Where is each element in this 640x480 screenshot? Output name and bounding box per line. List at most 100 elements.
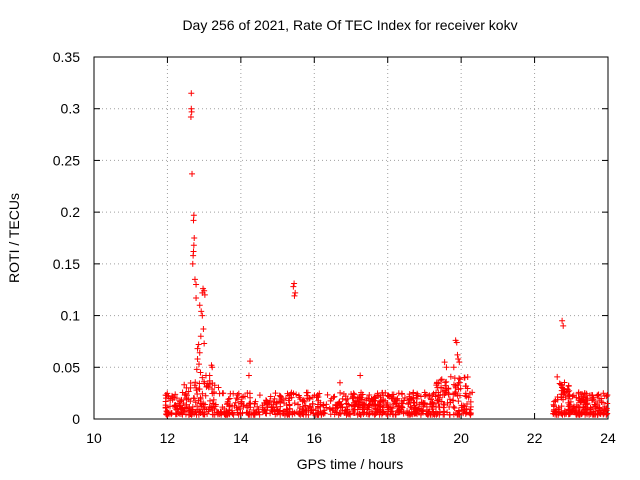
data-point — [251, 411, 258, 418]
data-point — [441, 401, 448, 408]
data-point — [256, 392, 263, 399]
data-point — [190, 395, 197, 402]
data-point — [552, 397, 559, 404]
data-point — [293, 391, 300, 398]
data-point — [337, 389, 344, 396]
data-point — [398, 397, 405, 404]
y-tick-label: 0.15 — [53, 256, 80, 272]
data-point — [238, 400, 245, 407]
data-point — [460, 410, 467, 417]
data-point — [457, 376, 464, 383]
data-point — [278, 397, 285, 404]
data-point — [561, 379, 568, 386]
data-point — [454, 351, 461, 358]
x-tick-label: 20 — [453, 430, 469, 446]
data-point — [194, 356, 201, 363]
data-point — [232, 399, 239, 406]
data-point — [195, 341, 202, 348]
data-point — [435, 380, 442, 387]
data-point — [445, 385, 452, 392]
data-point — [469, 389, 476, 396]
data-point — [291, 292, 298, 299]
data-point — [295, 392, 302, 399]
data-point — [201, 411, 208, 418]
x-tick-label: 16 — [306, 430, 322, 446]
data-point — [462, 410, 469, 417]
x-tick-label: 22 — [527, 430, 543, 446]
data-point — [343, 400, 350, 407]
data-point — [581, 391, 588, 398]
data-point — [421, 393, 428, 400]
data-point — [376, 401, 383, 408]
data-point — [552, 408, 559, 415]
data-point — [349, 408, 356, 415]
data-point — [368, 408, 375, 415]
data-point — [190, 217, 197, 224]
data-point — [579, 396, 586, 403]
data-point — [363, 397, 370, 404]
data-point — [181, 392, 188, 399]
data-point — [565, 399, 572, 406]
data-point — [324, 391, 331, 398]
data-point — [234, 396, 241, 403]
data-point — [251, 400, 258, 407]
data-point — [598, 395, 605, 402]
data-point — [600, 390, 607, 397]
data-point — [333, 402, 340, 409]
data-point — [286, 410, 293, 417]
data-point — [412, 404, 419, 411]
data-point — [233, 395, 240, 402]
data-point — [603, 405, 610, 412]
y-tick-label: 0.05 — [53, 359, 80, 375]
data-point — [168, 410, 175, 417]
data-point — [326, 405, 333, 412]
data-point — [455, 408, 462, 415]
data-point — [595, 391, 602, 398]
data-point — [371, 397, 378, 404]
data-point — [426, 408, 433, 415]
data-point — [173, 395, 180, 402]
data-point — [279, 410, 286, 417]
data-point — [434, 397, 441, 404]
data-point — [451, 404, 458, 411]
data-point — [212, 403, 219, 410]
data-point — [443, 364, 450, 371]
data-point — [292, 289, 299, 296]
data-point — [187, 384, 194, 391]
data-point — [206, 372, 213, 379]
data-point — [205, 408, 212, 415]
data-point — [393, 400, 400, 407]
data-point — [437, 391, 444, 398]
data-point — [464, 385, 471, 392]
data-point — [276, 398, 283, 405]
data-point — [465, 394, 472, 401]
data-point — [172, 411, 179, 418]
data-point — [218, 409, 225, 416]
data-point — [204, 382, 211, 389]
data-point — [270, 398, 277, 405]
data-point — [299, 408, 306, 415]
data-point — [439, 388, 446, 395]
data-point — [467, 398, 474, 405]
data-point — [446, 404, 453, 411]
data-point — [217, 408, 224, 415]
data-point — [314, 401, 321, 408]
data-point — [550, 403, 557, 410]
data-point — [200, 326, 207, 333]
data-point — [601, 393, 608, 400]
data-point — [379, 404, 386, 411]
data-point — [266, 397, 273, 404]
data-point — [287, 391, 294, 398]
data-point — [190, 242, 197, 249]
data-point — [189, 403, 196, 410]
data-point — [560, 385, 567, 392]
data-point — [427, 395, 434, 402]
data-point — [247, 394, 254, 401]
data-point — [587, 405, 594, 412]
data-point — [235, 390, 242, 397]
x-tick-label: 12 — [160, 430, 176, 446]
data-point — [444, 400, 451, 407]
data-point — [413, 400, 420, 407]
data-point — [430, 390, 437, 397]
data-point — [442, 382, 449, 389]
